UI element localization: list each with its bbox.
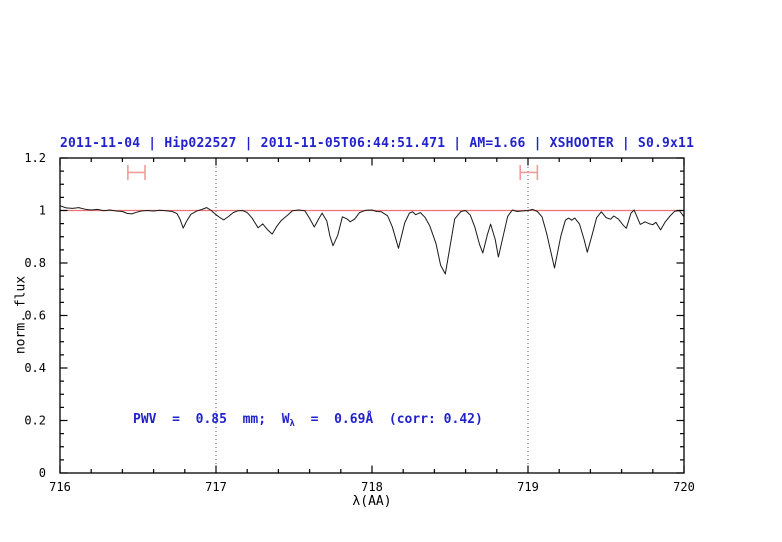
x-tick-label: 718	[361, 480, 383, 494]
y-axis-label: norm. flux	[13, 275, 29, 355]
pwv-annotation-text-2: = 0.69Å (corr: 0.42)	[294, 412, 483, 427]
plot-frame	[59, 157, 685, 474]
spectrum-line	[59, 205, 685, 275]
pwv-annotation: PWV = 0.85 mm; Wλ = 0.69Å (corr: 0.42)	[133, 412, 483, 429]
y-tick-label: 1	[39, 204, 46, 218]
x-tick-label: 716	[49, 480, 71, 494]
y-tick-label: 0	[39, 466, 46, 480]
plot-title: 2011-11-04 | Hip022527 | 2011-11-05T06:4…	[60, 136, 695, 151]
y-tick-label: 1.2	[24, 151, 46, 165]
x-tick-label: 719	[517, 480, 539, 494]
x-tick-label: 717	[205, 480, 227, 494]
y-tick-label: 0.2	[24, 414, 46, 428]
y-tick-label: 0.4	[24, 361, 46, 375]
x-axis-label: λ(AA)	[352, 494, 392, 509]
y-tick-label: 0.6	[24, 309, 46, 323]
y-tick-label: 0.8	[24, 256, 46, 270]
x-tick-label: 720	[673, 480, 695, 494]
lambda-subscript: λ	[289, 419, 295, 429]
pwv-annotation-text: PWV = 0.85 mm; W	[133, 412, 290, 427]
